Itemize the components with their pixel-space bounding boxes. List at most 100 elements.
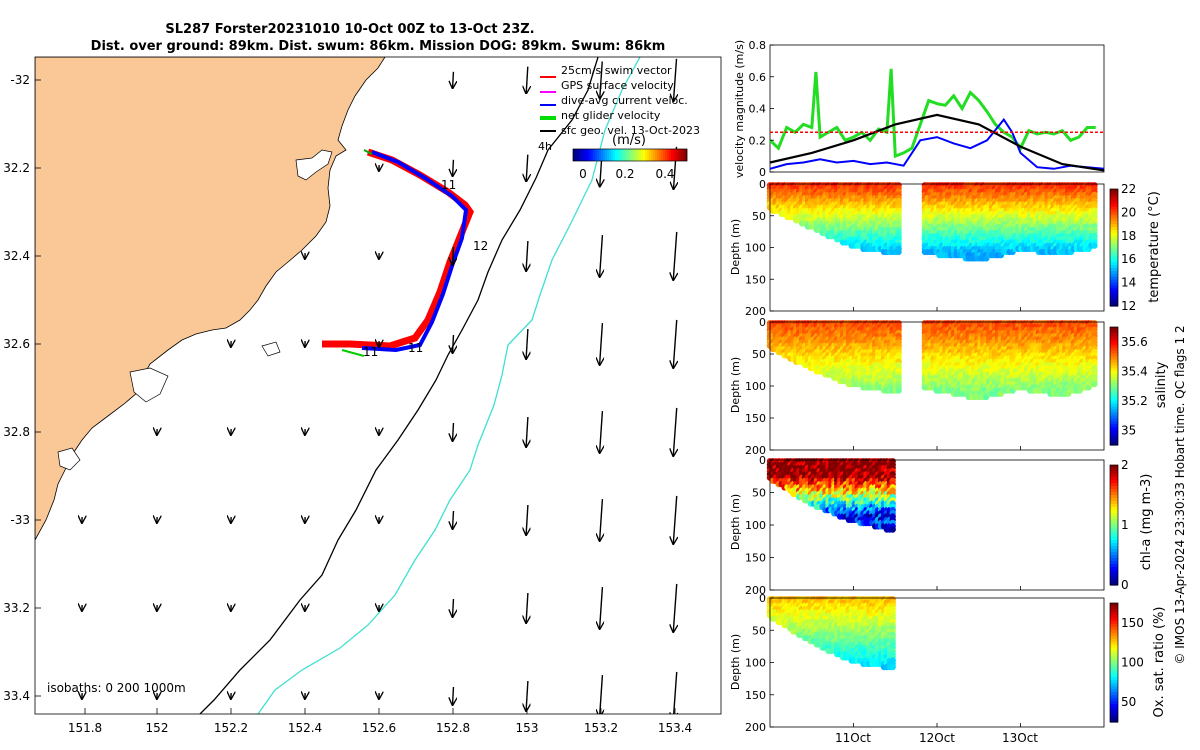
sfc-velocity-arrow: [526, 240, 528, 271]
velocity-series-line: [769, 113, 1105, 172]
map-panel: 11 12 11 11 151.8 152 152.2 152.4 152.6 152.8…: [3, 56, 722, 735]
map-x-tick-label: 153.4: [658, 721, 692, 735]
map-lake-4: [261, 341, 281, 357]
sfc-velocity-arrow: [673, 407, 676, 456]
depth-tick-label: 50: [752, 210, 766, 223]
map-colorbar-cell: [669, 149, 672, 161]
velocity-panel: 00.20.40.60.8 velocity magnitude (m/s): [733, 39, 1105, 179]
colorbar-tick-label: 35.6: [1121, 335, 1148, 349]
sfc-velocity-arrow: [673, 495, 676, 544]
map-colorbar-cell: [651, 149, 654, 161]
map-y-tick-label: 32.2: [3, 161, 30, 175]
isobaths-label: isobaths: 0 200 1000m: [47, 681, 186, 695]
sfc-velocity-arrows: [82, 58, 677, 714]
isobath-1000m: [257, 57, 641, 714]
sfc-velocity-arrow: [600, 235, 603, 277]
map-colorbar-cell: [585, 149, 588, 161]
map-colorbar-cell: [609, 149, 612, 161]
map-x-tick-label: 152.2: [214, 721, 248, 735]
sfc-velocity-arrow: [600, 323, 603, 365]
sfc-velocity-arrow: [526, 504, 528, 535]
map-colorbar-cell: [655, 149, 658, 161]
map-colorbar-cell: [575, 149, 578, 161]
legend-gps-velocity: GPS surface velocity: [561, 79, 674, 92]
map-colorbar-cell: [619, 149, 622, 161]
map-colorbar-cell: [625, 149, 628, 161]
sfc-velocity-arrow: [526, 680, 528, 711]
map-x-tick-label: 152.6: [362, 721, 396, 735]
map-colorbar-tick: 0: [579, 167, 587, 181]
map-colorbar-cell: [589, 149, 592, 161]
map-colorbar-cell: [671, 149, 674, 161]
velocity-y-tick-label: 0: [759, 166, 766, 179]
map-colorbar-cell: [663, 149, 666, 161]
sfc-velocity-arrow: [453, 246, 454, 265]
sfc-velocity-arrow: [600, 675, 603, 714]
map-colorbar-cell: [597, 149, 600, 161]
sfc-velocity-arrow: [526, 154, 528, 182]
section-data-point: [1091, 242, 1098, 249]
velocity-y-tick-label: 0.6: [749, 71, 767, 84]
section-data-point: [895, 387, 902, 394]
map-y-tick-label: -32: [10, 73, 30, 87]
map-colorbar: (m/s) 0 0.2 0.4: [572, 133, 688, 181]
map-x-axis: 151.8 152 152.2 152.4 152.6 152.8 153 153.2 153.…: [68, 708, 692, 735]
velocity-y-tick-label: 0.4: [749, 103, 767, 116]
day-marker: 12: [473, 239, 488, 253]
map-colorbar-cell: [617, 149, 620, 161]
map-colorbar-cell: [667, 149, 670, 161]
legend-sfc-geo: sfc geo. vel. 13-Oct-2023: [561, 124, 700, 137]
section-data-cells: [766, 182, 1098, 262]
map-colorbar-cell: [611, 149, 614, 161]
map-colorbar-cell: [685, 149, 688, 161]
velocity-y-tick-label: 0.2: [749, 134, 767, 147]
glider-track-green: [341, 349, 365, 357]
sfc-velocity-arrow: [673, 58, 676, 101]
map-land: [35, 57, 386, 541]
depth-tick-label: 50: [752, 348, 766, 361]
map-y-tick-label: 32.8: [3, 425, 30, 439]
colorbar-tick-label: 35.4: [1121, 364, 1148, 378]
sfc-velocity-arrow: [453, 334, 454, 353]
sfc-velocity-arrow: [453, 422, 454, 441]
map-y-tick-label: -33: [10, 513, 30, 527]
sfc-velocity-arrow: [673, 583, 676, 632]
colorbar-tick-label: 12: [1121, 299, 1136, 313]
sfc-velocity-arrow: [600, 499, 603, 541]
map-y-tick-label: 33.4: [3, 689, 30, 703]
map-colorbar-cell: [587, 149, 590, 161]
map-colorbar-cell: [645, 149, 648, 161]
map-colorbar-cell: [591, 149, 594, 161]
map-legend: 25cm/s swim vector GPS surface velocity …: [538, 64, 700, 153]
map-colorbar-tick: 0.4: [655, 167, 674, 181]
sfc-velocity-arrow: [526, 328, 528, 359]
velocity-series-line: [768, 68, 1096, 159]
sfc-velocity-arrow: [600, 587, 603, 629]
map-colorbar-cell: [679, 149, 682, 161]
map-lake-3: [57, 447, 81, 471]
depth-tick-label: 100: [745, 242, 766, 255]
colorbar-tick-label: 22: [1121, 182, 1136, 196]
day-marker: 11: [408, 341, 423, 355]
map-colorbar-cell: [599, 149, 602, 161]
colorbar-tick-label: 35: [1121, 423, 1136, 437]
sfc-velocity-arrow: [673, 319, 676, 368]
map-colorbar-label: (m/s): [612, 133, 646, 148]
map-colorbar-cell: [573, 149, 576, 161]
legend-4h: 4h: [538, 140, 552, 153]
legend-swim-vector: 25cm/s swim vector: [561, 64, 672, 77]
velocity-series-line: [769, 117, 1105, 170]
colorbar-tick-label: 14: [1121, 276, 1136, 290]
map-colorbar-cell: [613, 149, 616, 161]
day-marker: 11: [363, 345, 378, 359]
sfc-velocity-arrow: [453, 71, 454, 88]
map-colorbar-cell: [637, 149, 640, 161]
map-frame: [34, 56, 722, 715]
section-data-point: [895, 248, 902, 256]
map-colorbar-cell: [605, 149, 608, 161]
colorbar-tick-label: 18: [1121, 229, 1136, 243]
colorbar-tick-label: 35.2: [1121, 394, 1148, 408]
